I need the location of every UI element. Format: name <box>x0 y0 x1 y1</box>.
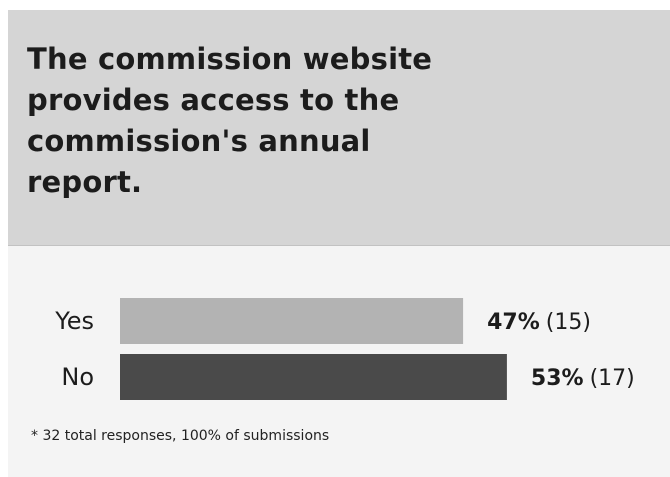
count-label: (17) <box>590 366 635 391</box>
footnote: * 32 total responses, 100% of submission… <box>31 428 330 444</box>
percent-label: 53% <box>531 366 584 391</box>
bar <box>120 298 464 344</box>
percent-label: 47% <box>487 310 540 335</box>
bar-chart: Yes 47% (15) No 53% (17) <box>8 246 670 477</box>
count-label: (15) <box>546 310 591 335</box>
category-label: Yes <box>54 307 94 335</box>
value-label: 47% (15) <box>487 310 591 335</box>
question-header: The commission website provides access t… <box>8 10 670 246</box>
question-title: The commission website provides access t… <box>27 42 433 199</box>
survey-card: The commission website provides access t… <box>8 10 670 477</box>
value-label: 53% (17) <box>531 366 635 391</box>
bar <box>120 354 507 400</box>
bar-chart-svg: Yes 47% (15) No 53% (17) <box>54 298 635 400</box>
category-label: No <box>61 363 94 391</box>
